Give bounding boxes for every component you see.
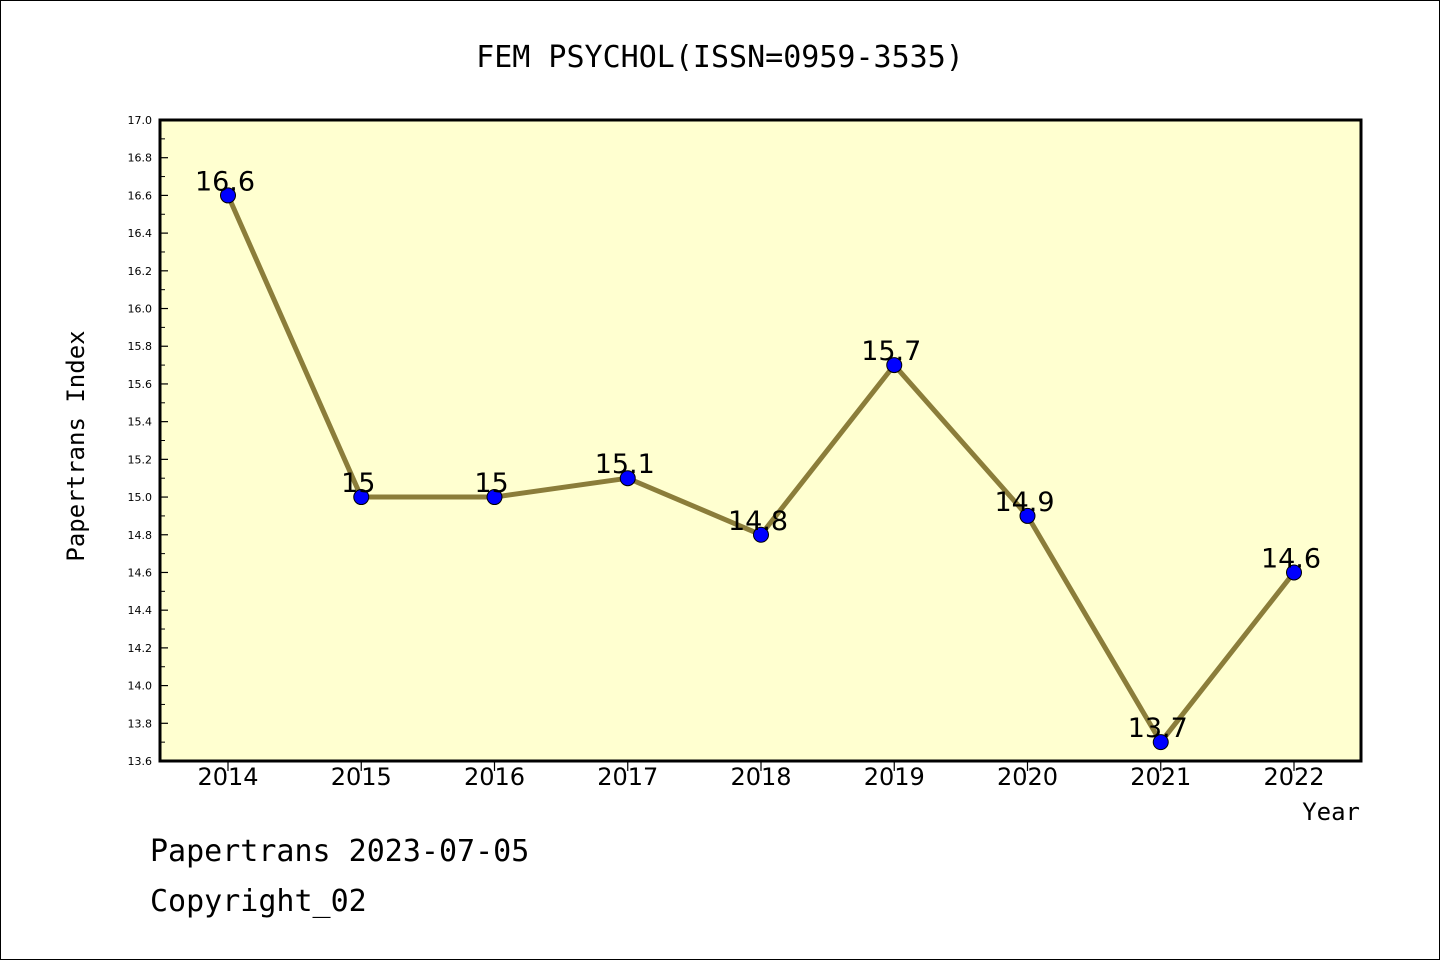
x-tick-label: 2018 xyxy=(730,763,791,791)
y-tick-label: 15.2 xyxy=(128,453,153,466)
data-point xyxy=(486,489,503,506)
y-tick-label: 16.4 xyxy=(128,227,153,240)
y-tick-label: 17.0 xyxy=(128,114,153,127)
data-label: 14.9 xyxy=(994,487,1054,518)
series-markers xyxy=(220,187,1302,751)
y-axis-label: Papertrans Index xyxy=(62,330,90,561)
y-tick-label: 16.8 xyxy=(128,152,153,165)
data-point xyxy=(220,187,236,204)
y-tick-label: 14.8 xyxy=(128,529,153,542)
plot-area xyxy=(158,118,1363,763)
y-tick-label: 13.6 xyxy=(128,755,153,768)
x-tick-label: 2014 xyxy=(197,763,258,791)
data-point xyxy=(619,470,636,487)
data-label: 16.6 xyxy=(195,166,255,197)
data-point xyxy=(1286,564,1302,581)
data-label: 15.1 xyxy=(595,449,655,480)
x-tick-label: 2017 xyxy=(597,763,658,791)
data-label: 14.8 xyxy=(728,506,788,537)
y-tick-label: 14.0 xyxy=(128,680,153,693)
x-tick-label: 2020 xyxy=(997,763,1058,791)
x-tick-label: 2016 xyxy=(464,763,525,791)
y-tick-label: 15.0 xyxy=(128,491,153,504)
data-point xyxy=(1019,507,1036,524)
x-tick-label: 2019 xyxy=(864,763,925,791)
data-point xyxy=(753,526,769,543)
y-tick-label: 15.8 xyxy=(128,340,153,353)
footer-date: Papertrans 2023-07-05 xyxy=(150,834,530,869)
data-point xyxy=(1152,734,1169,751)
y-tick-label: 15.4 xyxy=(128,416,153,429)
data-label: 14.6 xyxy=(1261,543,1321,574)
data-label: 15.7 xyxy=(861,336,921,367)
y-tick-label: 16.2 xyxy=(128,265,153,278)
chart-title: FEM PSYCHOL(ISSN=0959-3535) xyxy=(476,40,964,75)
y-tick-label: 14.6 xyxy=(128,566,153,579)
x-axis: 2014 2015 2016 2017 2018 2019 2020 2021 2022 xyxy=(197,761,1325,791)
x-tick-label: 2021 xyxy=(1130,763,1191,791)
data-label: 15 xyxy=(341,468,375,499)
x-axis-label: Year xyxy=(1302,798,1360,826)
y-tick-label: 16.0 xyxy=(128,303,153,316)
data-point xyxy=(886,357,903,374)
x-tick-label: 2022 xyxy=(1263,763,1324,791)
y-tick-label: 14.2 xyxy=(128,642,153,655)
footer-copyright: Copyright_02 xyxy=(150,884,367,919)
y-tick-label: 13.8 xyxy=(128,717,153,730)
x-tick-label: 2015 xyxy=(331,763,392,791)
data-labels: 16.6 15 15 15.1 14.8 15.7 14.9 13.7 14.6 xyxy=(195,166,1321,744)
data-label: 15 xyxy=(474,468,508,499)
data-label: 13.7 xyxy=(1128,713,1188,744)
data-point xyxy=(353,489,370,506)
y-tick-label: 14.4 xyxy=(128,604,153,617)
y-tick-label: 15.6 xyxy=(128,378,153,391)
y-tick-label: 16.6 xyxy=(128,189,153,202)
y-axis: 13.6 13.8 14.0 14.2 14.4 14.6 14.8 15.0 15.2 15.4… xyxy=(128,114,168,768)
